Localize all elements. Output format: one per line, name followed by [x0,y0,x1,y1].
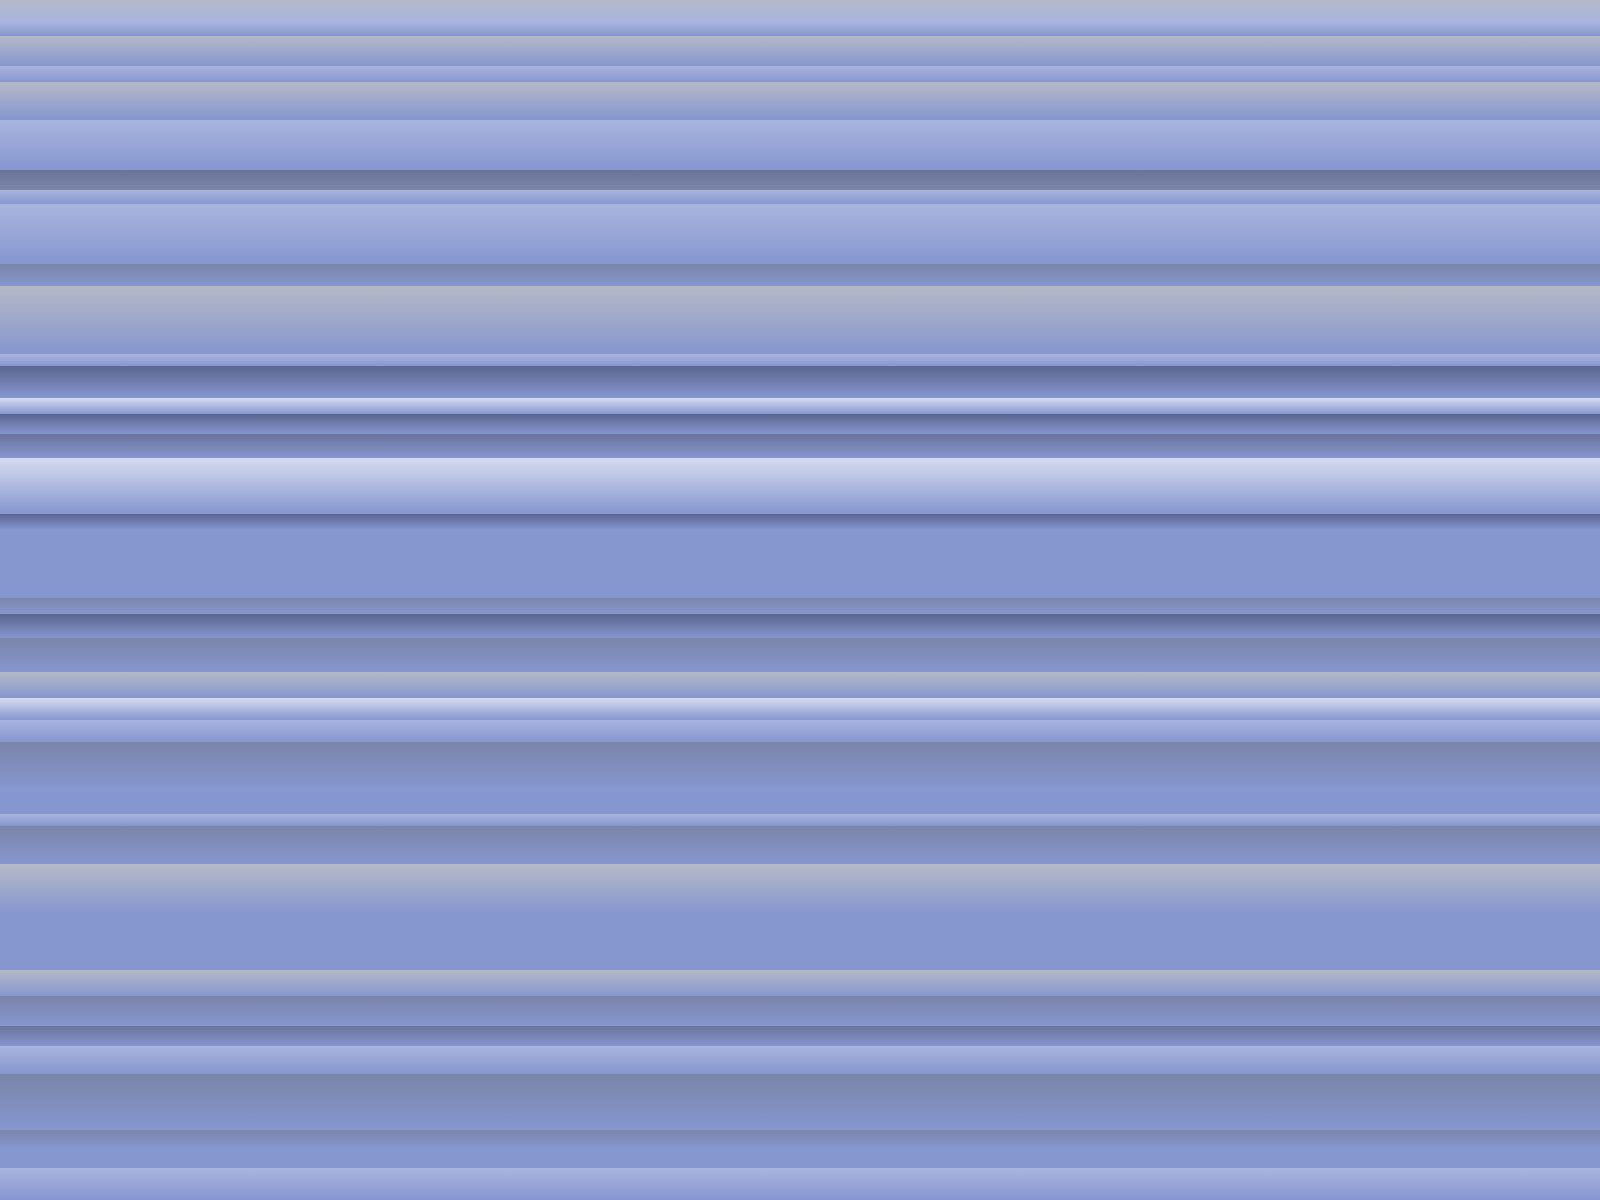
wallpaper-stripe [0,720,1600,742]
wallpaper-stripe [0,0,1600,22]
wallpaper-stripe [0,598,1600,614]
wallpaper-stripe [0,914,1600,970]
wallpaper-stripe [0,814,1600,826]
wallpaper-stripe [0,458,1600,514]
wallpaper-stripe [0,788,1600,814]
wallpaper-stripe [0,1168,1600,1200]
wallpaper-stripe [0,1026,1600,1046]
wallpaper-stripe [0,970,1600,996]
wallpaper-stripe [0,286,1600,354]
wallpaper-stripe [0,414,1600,434]
wallpaper-stripe [0,66,1600,82]
wallpaper-stripe [0,996,1600,1026]
wallpaper-stripe [0,190,1600,204]
wallpaper-stripe [0,1148,1600,1168]
wallpaper-stripe [0,204,1600,264]
wallpaper-stripe [0,826,1600,864]
wallpaper-stripe [0,264,1600,286]
wallpaper-stripe [0,434,1600,458]
wallpaper-stripe [0,82,1600,120]
wallpaper-stripe [0,1046,1600,1074]
wallpaper-stripe [0,354,1600,366]
wallpaper-stripe [0,638,1600,672]
wallpaper-stripe [0,1130,1600,1148]
wallpaper-stripe [0,1074,1600,1130]
wallpaper-stripe [0,864,1600,914]
wallpaper-stripe [0,22,1600,36]
wallpaper-stripe [0,742,1600,788]
wallpaper-stripe [0,36,1600,66]
wallpaper-stripe [0,530,1600,598]
wallpaper-stripe [0,398,1600,414]
wallpaper-stripe [0,120,1600,170]
wallpaper-stripe [0,366,1600,398]
wallpaper-stripe [0,614,1600,638]
wallpaper-stripe [0,698,1600,720]
wallpaper-stripe [0,170,1600,190]
wallpaper-stripe [0,514,1600,530]
wallpaper-stripe [0,672,1600,698]
